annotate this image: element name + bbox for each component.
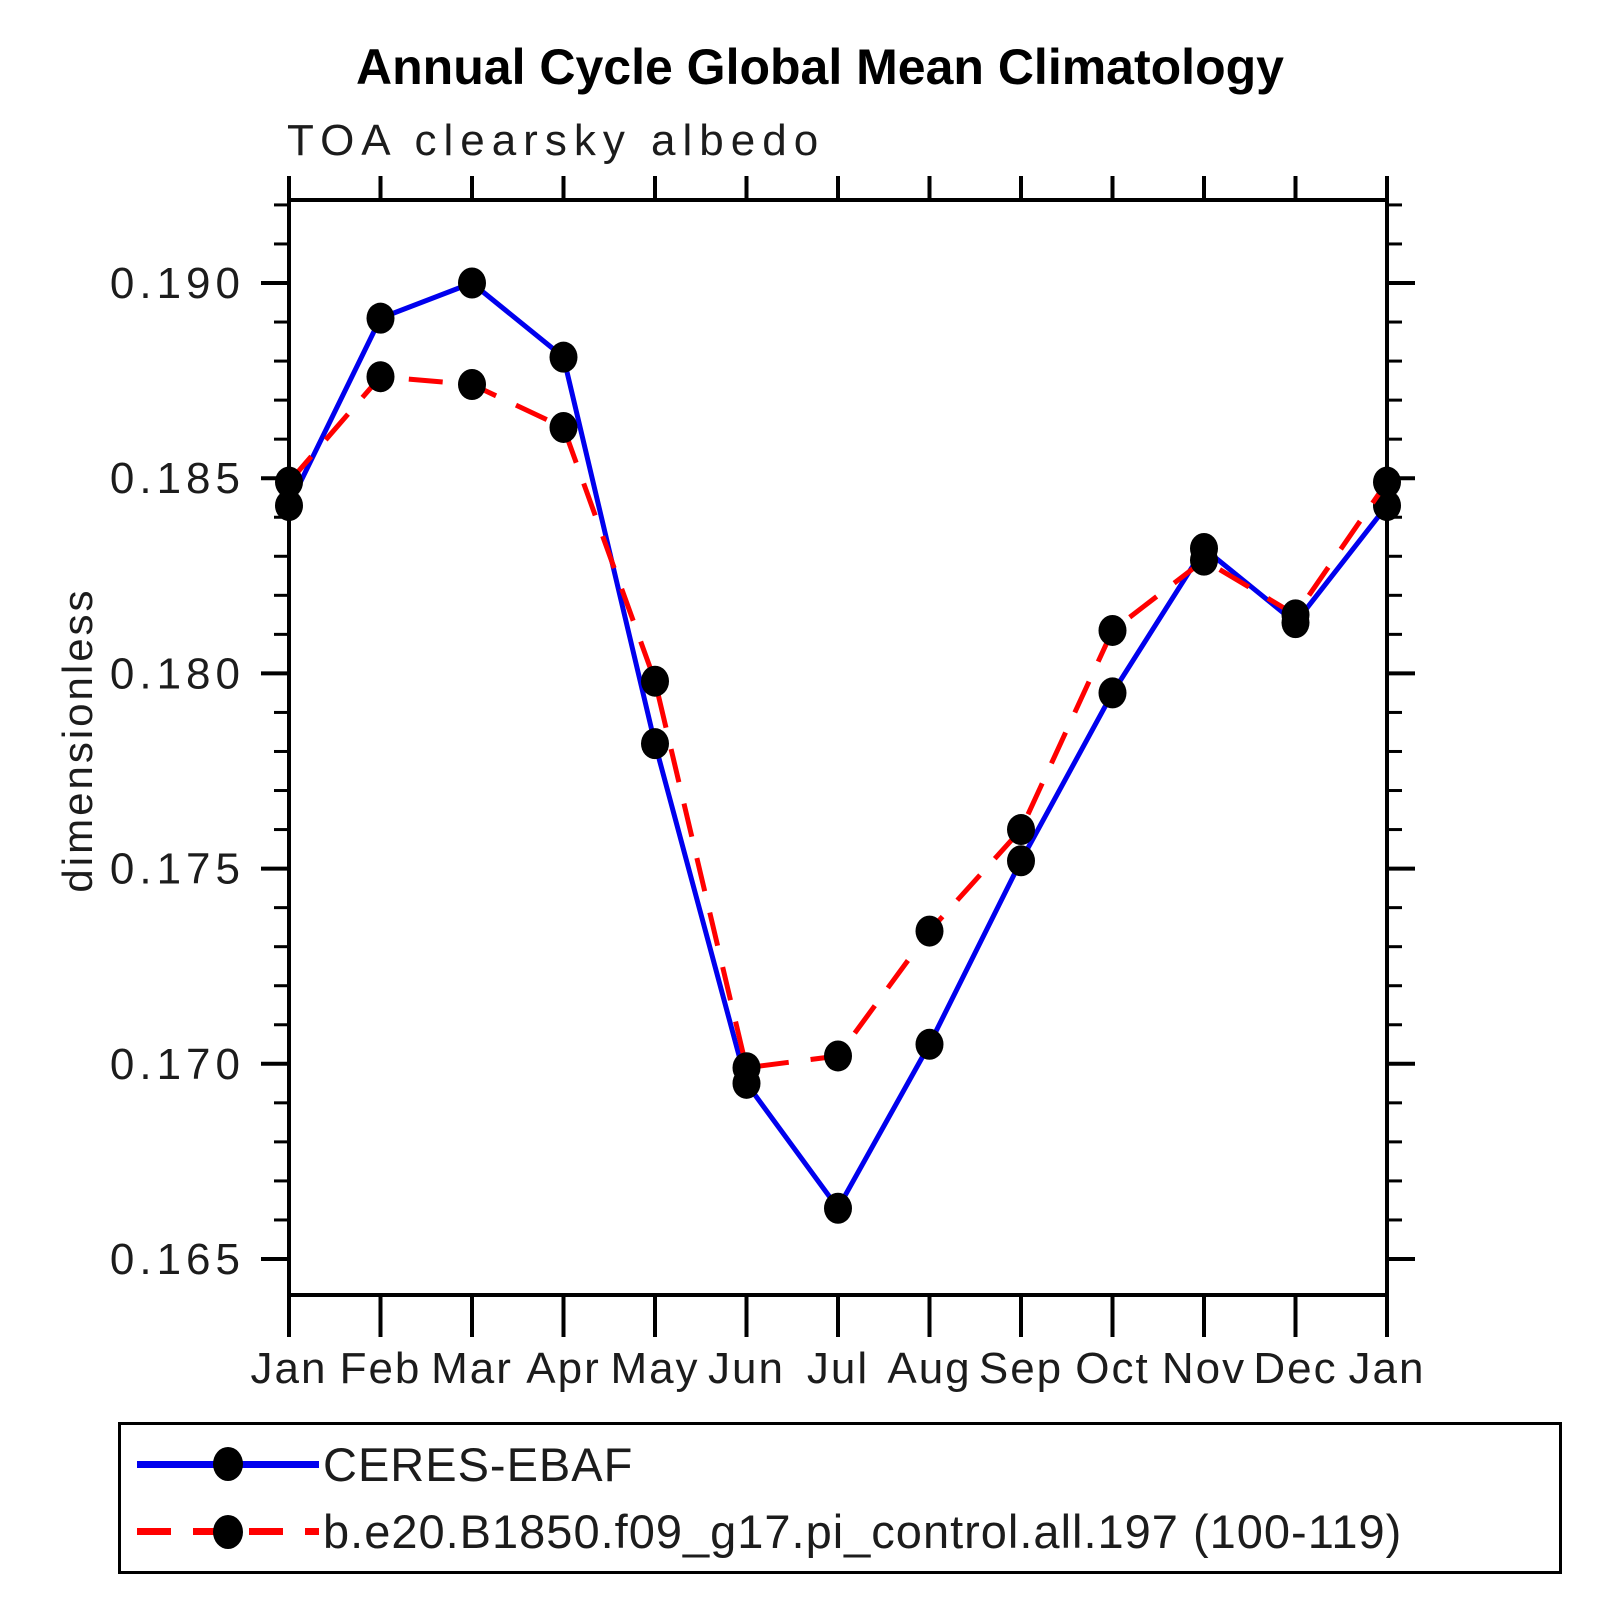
x-tick-label: Aug — [887, 1344, 971, 1393]
data-point-marker — [1281, 599, 1310, 631]
chart-subtitle: TOA clearsky albedo — [287, 116, 826, 165]
y-tick-label: 0.175 — [110, 845, 245, 894]
legend-box: CERES-EBAF b.e20.B1850.f09_g17.pi_contro… — [118, 1422, 1562, 1574]
x-tick-label: Jan — [251, 1344, 328, 1393]
data-point-marker — [1373, 490, 1401, 522]
chart-title: Annual Cycle Global Mean Climatology — [356, 39, 1284, 95]
y-tick-label: 0.180 — [110, 649, 245, 698]
legend-label: CERES-EBAF — [323, 1437, 634, 1491]
y-tick-label: 0.165 — [110, 1235, 245, 1284]
data-point-marker — [641, 728, 669, 760]
data-point-marker — [824, 1040, 852, 1072]
y-tick-label: 0.190 — [110, 259, 245, 308]
data-point-marker — [366, 361, 395, 393]
x-tick-label: Oct — [1075, 1344, 1149, 1393]
data-point-marker — [732, 1052, 761, 1084]
data-point-marker — [1190, 544, 1218, 576]
data-point-marker — [1373, 466, 1401, 498]
data-point-marker — [1098, 677, 1127, 709]
data-point-marker — [1007, 845, 1035, 877]
data-point-marker — [458, 267, 486, 299]
x-tick-label: May — [610, 1344, 699, 1393]
legend-item-ceres-ebaf: CERES-EBAF — [121, 1436, 1559, 1492]
x-tick-label: Dec — [1253, 1344, 1337, 1393]
x-tick-label: Jan — [1349, 1344, 1426, 1393]
data-point-marker — [824, 1192, 852, 1224]
legend-marker-dot-icon — [213, 1514, 243, 1549]
x-tick-label: Jun — [708, 1344, 785, 1393]
data-point-marker — [549, 411, 578, 443]
legend-item-model: b.e20.B1850.f09_g17.pi_control.all.197 (… — [121, 1504, 1559, 1560]
legend-marker-dot-icon — [213, 1447, 243, 1482]
x-tick-label: Mar — [431, 1344, 513, 1393]
data-point-marker — [1007, 814, 1035, 846]
x-tick-label: Feb — [340, 1344, 422, 1393]
x-tick-label: Jul — [807, 1344, 869, 1393]
data-point-marker — [641, 665, 669, 697]
data-point-marker — [458, 369, 486, 401]
x-tick-label: Sep — [979, 1344, 1063, 1393]
legend-label: b.e20.B1850.f09_g17.pi_control.all.197 (… — [323, 1505, 1403, 1559]
series-line-model — [287, 374, 1390, 1071]
data-point-marker — [275, 490, 303, 522]
x-tick-label: Apr — [526, 1344, 600, 1393]
data-point-marker — [549, 341, 578, 373]
y-axis-title: dimensionless — [54, 587, 101, 893]
data-point-marker — [275, 466, 303, 498]
data-point-marker — [915, 1028, 944, 1060]
plot-frame — [287, 198, 1389, 1297]
y-tick-label: 0.185 — [110, 454, 245, 503]
legend-line-sample-solid — [137, 1447, 319, 1482]
data-point-marker — [366, 302, 395, 334]
y-tick-label: 0.170 — [110, 1040, 245, 1089]
legend-line-sample-dashed — [137, 1514, 319, 1549]
x-tick-label: Nov — [1162, 1344, 1246, 1393]
data-point-marker — [915, 915, 944, 947]
data-point-marker — [1098, 614, 1127, 646]
